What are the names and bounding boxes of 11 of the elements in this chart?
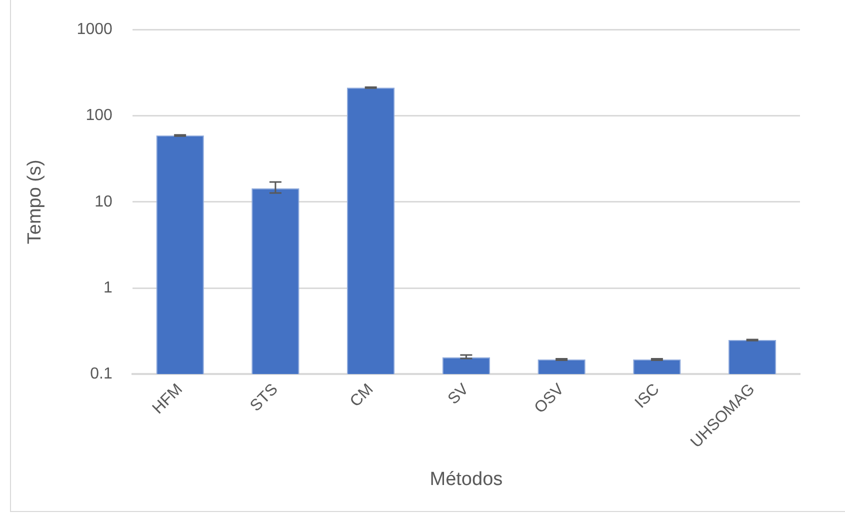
y-tick-label: 1 (103, 279, 112, 296)
y-tick-label: 10 (94, 193, 112, 210)
y-tick-label: 100 (86, 107, 112, 124)
y-tick-label: 1000 (76, 21, 112, 38)
x-tick-label: SV (445, 380, 472, 408)
y-tick-label: 0.1 (90, 366, 112, 383)
x-tick-label: STS (247, 380, 282, 415)
x-axis-title: Métodos (430, 468, 503, 490)
y-axis-title: Tempo (s) (24, 160, 46, 244)
x-tick-label: CM (347, 380, 377, 410)
x-tick-label: ISC (632, 380, 663, 412)
